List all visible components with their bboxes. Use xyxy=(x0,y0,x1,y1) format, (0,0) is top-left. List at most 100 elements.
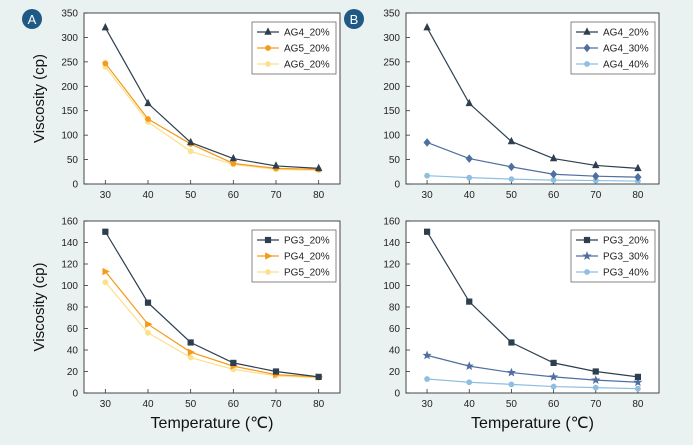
legend-entry: PG3_20% xyxy=(284,236,330,247)
y-tick-label: 300 xyxy=(383,33,400,44)
y-tick-label: 160 xyxy=(383,217,400,228)
data-point xyxy=(272,161,280,169)
x-axis-title: Temperature (℃) xyxy=(471,415,594,432)
y-tick-label: 140 xyxy=(383,238,400,249)
y-tick-label: 300 xyxy=(61,33,78,44)
data-point xyxy=(592,160,600,169)
data-point xyxy=(633,377,643,387)
data-point xyxy=(424,376,430,382)
data-point xyxy=(145,116,151,122)
chart-panel-B-bottom: 0 20 40 60 80 100 120 140 160 30 40 50 60 70 80 Tempera… xyxy=(383,217,660,432)
legend-swatch-marker xyxy=(265,269,271,275)
y-tick-label: 0 xyxy=(394,389,400,400)
y-tick-label: 40 xyxy=(389,346,401,357)
legend-entry: PG3_30% xyxy=(603,252,649,263)
data-point xyxy=(101,22,110,31)
y-tick-label: 100 xyxy=(383,281,400,292)
legend: AG4_20% AG4_30% AG4_40% xyxy=(570,21,656,75)
data-point xyxy=(102,267,110,276)
legend-entry: AG4_20% xyxy=(284,28,330,39)
panel-label: A xyxy=(28,12,37,27)
x-tick-label: 50 xyxy=(185,190,197,201)
x-tick-label: 30 xyxy=(100,190,112,201)
data-point xyxy=(634,172,642,182)
data-point xyxy=(187,148,194,155)
data-point xyxy=(466,298,473,305)
x-axis-title: Temperature (℃) xyxy=(151,415,274,432)
data-point xyxy=(634,163,642,172)
series-line xyxy=(104,281,319,379)
data-point xyxy=(549,153,558,162)
panel-badge xyxy=(22,9,42,29)
data-point xyxy=(187,348,196,356)
legend-swatch-marker xyxy=(584,61,590,67)
x-tick-label: 80 xyxy=(313,190,325,201)
data-point xyxy=(102,279,109,286)
legend-swatch-marker xyxy=(265,61,271,67)
x-tick-label: 60 xyxy=(228,190,240,201)
y-tick-label: 140 xyxy=(61,238,78,249)
data-point xyxy=(230,359,237,367)
legend-swatch-marker xyxy=(583,27,591,35)
data-point xyxy=(145,329,151,336)
y-tick-label: 160 xyxy=(61,217,78,228)
data-point xyxy=(634,373,642,380)
y-tick-label: 50 xyxy=(389,155,401,166)
y-tick-label: 200 xyxy=(61,82,78,93)
data-point xyxy=(635,385,641,392)
x-tick-label: 80 xyxy=(313,399,325,410)
legend-entry: AG4_30% xyxy=(603,44,649,55)
data-point xyxy=(507,136,516,145)
series-line xyxy=(426,141,638,178)
data-point xyxy=(549,169,558,179)
data-point xyxy=(230,160,237,167)
series-line xyxy=(426,27,638,169)
data-point xyxy=(466,174,473,181)
x-tick-label: 80 xyxy=(632,399,644,410)
data-point xyxy=(466,379,473,386)
data-point xyxy=(507,162,516,172)
y-tick-label: 150 xyxy=(61,106,78,117)
data-point xyxy=(102,60,109,67)
y-tick-label: 20 xyxy=(389,367,401,378)
y-tick-label: 0 xyxy=(72,180,78,191)
legend-swatch-marker xyxy=(264,236,272,244)
data-point xyxy=(548,372,559,381)
data-point xyxy=(187,354,194,361)
legend: PG3_20% PG4_20% PG5_20% xyxy=(251,229,337,283)
data-point xyxy=(592,171,600,181)
data-point xyxy=(550,383,557,390)
data-point xyxy=(229,153,238,162)
x-tick-label: 50 xyxy=(506,190,518,201)
x-tick-label: 70 xyxy=(270,190,282,201)
series-line xyxy=(426,231,638,378)
panel-badge xyxy=(344,9,364,29)
legend: PG3_20% PG3_30% PG3_40% xyxy=(570,229,656,283)
data-point xyxy=(424,172,430,179)
y-tick-label: 60 xyxy=(389,324,401,335)
data-point xyxy=(423,22,431,31)
y-axis-title: Viscosity (cp) xyxy=(31,263,48,352)
data-point xyxy=(272,368,280,375)
data-point xyxy=(315,373,322,380)
y-tick-label: 150 xyxy=(383,106,400,117)
legend-swatch-marker xyxy=(584,269,590,275)
x-tick-label: 70 xyxy=(590,190,602,201)
y-tick-label: 60 xyxy=(67,324,79,335)
y-tick-label: 100 xyxy=(61,281,78,292)
y-tick-label: 120 xyxy=(61,260,78,271)
data-point xyxy=(465,98,473,107)
data-point xyxy=(187,339,194,346)
data-point xyxy=(422,350,432,360)
y-tick-label: 100 xyxy=(383,131,400,142)
x-tick-label: 70 xyxy=(590,399,602,410)
y-tick-label: 250 xyxy=(61,57,78,68)
data-point xyxy=(508,339,515,346)
x-tick-label: 60 xyxy=(548,399,560,410)
data-point xyxy=(423,228,431,235)
series-line xyxy=(427,378,638,390)
data-point xyxy=(144,98,152,107)
data-point xyxy=(592,384,599,391)
data-point xyxy=(506,367,517,377)
